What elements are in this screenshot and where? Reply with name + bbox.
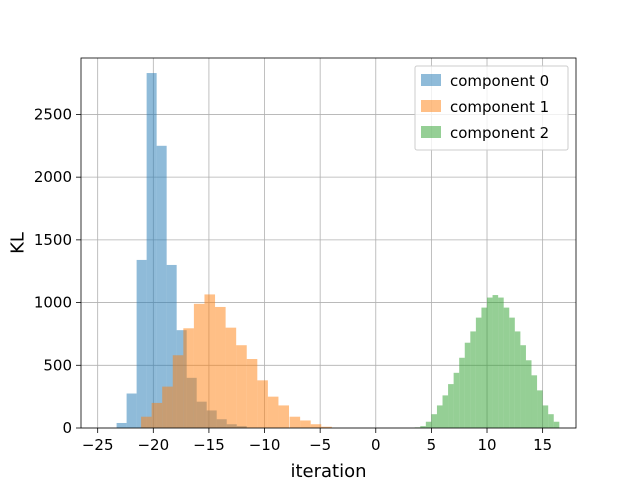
histogram-bar <box>126 393 137 428</box>
histogram-bar <box>278 405 290 428</box>
histogram-bar <box>436 405 443 428</box>
histogram-bar <box>321 426 332 428</box>
histogram-bar <box>531 375 538 428</box>
histogram-bar <box>520 345 526 428</box>
y-tick-label: 0 <box>62 419 72 437</box>
histogram-bar <box>215 306 226 428</box>
histogram-bar <box>431 414 437 428</box>
x-axis-label: iteration <box>290 461 366 480</box>
x-tick-label: −5 <box>309 436 331 454</box>
histogram-bar <box>257 380 268 428</box>
histogram-bar <box>553 421 560 428</box>
histogram-bar <box>267 396 279 428</box>
legend-box <box>414 65 569 151</box>
x-tick-label: −25 <box>82 436 114 454</box>
x-tick-label: 10 <box>477 436 496 454</box>
legend-label: component 0 <box>450 72 549 90</box>
histogram-bar <box>442 395 449 428</box>
histogram-bar <box>492 295 499 428</box>
histogram-bar <box>162 386 173 428</box>
histogram-bar <box>141 416 152 428</box>
histogram-bar <box>116 422 127 428</box>
legend-label: component 2 <box>450 124 549 142</box>
histogram-bar <box>542 405 549 428</box>
histogram-bar <box>166 264 177 428</box>
histogram-bar <box>464 342 471 428</box>
legend-label: component 1 <box>450 98 549 116</box>
x-tick-label: 15 <box>533 436 552 454</box>
histogram-bar <box>236 345 247 428</box>
histogram-bar <box>146 73 157 429</box>
histogram-bar <box>481 307 488 428</box>
y-tick-label: 1500 <box>34 231 72 249</box>
x-tick-label: −20 <box>137 436 169 454</box>
legend: component 0 component 1 component 2 <box>414 65 569 151</box>
histogram-bar <box>156 145 167 428</box>
histogram-bar <box>487 297 493 428</box>
x-tick-label: 0 <box>371 436 381 454</box>
histogram-bar <box>420 426 426 428</box>
histogram-bar <box>225 327 237 428</box>
histogram-bar <box>537 390 543 428</box>
histogram-bar <box>172 355 184 428</box>
histogram-bar <box>300 420 311 428</box>
histogram-bar <box>509 317 515 428</box>
y-tick-label: 1000 <box>34 294 72 312</box>
histogram-bar <box>525 360 532 428</box>
histogram-bar <box>151 402 163 428</box>
histogram-bar <box>475 317 482 428</box>
x-tick-label: −15 <box>193 436 225 454</box>
histogram-bar <box>310 424 322 428</box>
y-tick-label: 500 <box>43 356 72 374</box>
histogram-bar <box>289 416 301 428</box>
y-axis-ticks: 0 500 1000 1500 2000 2500 <box>34 105 81 437</box>
histogram-bar <box>548 414 554 428</box>
series-2-bars <box>414 295 560 428</box>
histogram-bar <box>193 303 205 428</box>
histogram-bar <box>425 421 432 428</box>
histogram-bar <box>183 328 194 428</box>
x-tick-label: −10 <box>249 436 281 454</box>
histogram-bar <box>503 307 510 428</box>
histogram-bar <box>204 294 216 428</box>
histogram-bar <box>514 331 521 428</box>
series-1-bars <box>141 294 332 428</box>
legend-swatch <box>421 100 441 112</box>
histogram-bar <box>453 372 460 428</box>
y-axis-label: KL <box>7 232 28 254</box>
histogram-bar <box>470 331 476 428</box>
histogram-bar <box>246 359 258 428</box>
histogram-bar <box>459 357 465 428</box>
legend-swatch <box>421 126 441 138</box>
x-axis-ticks: −25 −20 −15 −10 −5 0 5 10 15 <box>82 428 552 454</box>
y-tick-label: 2500 <box>34 105 72 123</box>
histogram-bar <box>448 384 454 428</box>
histogram-bar <box>498 297 504 428</box>
histogram-bar <box>136 259 147 428</box>
y-tick-label: 2000 <box>34 168 72 186</box>
x-tick-label: 5 <box>427 436 437 454</box>
plot-frame <box>80 57 577 429</box>
legend-swatch <box>421 74 441 86</box>
histogram-bars <box>116 73 560 429</box>
